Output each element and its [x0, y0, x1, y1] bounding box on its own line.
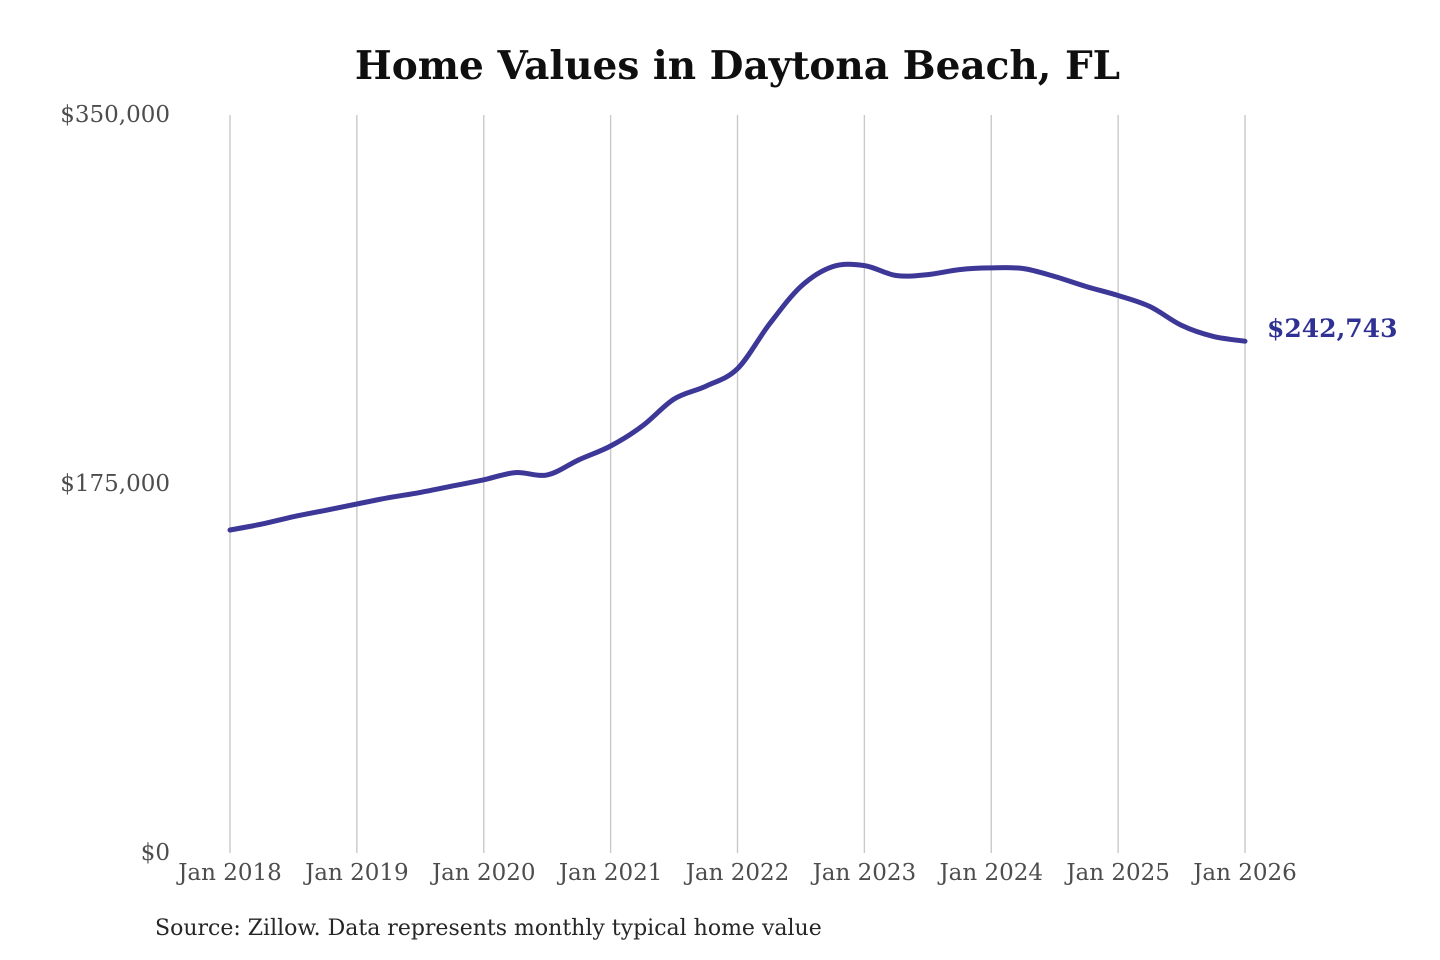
home-value-line — [227, 261, 1248, 533]
source-note: Source: Zillow. Data represents monthly … — [155, 916, 822, 941]
chart-title: Home Values in Daytona Beach, FL — [354, 43, 1121, 89]
x-tick-label: Jan 2023 — [812, 860, 917, 886]
x-tick-label: Jan 2020 — [431, 860, 536, 886]
y-tick-label: $175,000 — [60, 471, 170, 497]
x-tick-label: Jan 2025 — [1066, 860, 1170, 886]
latest-value-label: $242,743 — [1267, 314, 1398, 344]
y-tick-label: $0 — [140, 840, 170, 866]
x-tick-label: Jan 2024 — [939, 860, 1044, 886]
x-tick-label: Jan 2018 — [178, 860, 282, 886]
y-tick-label: $350,000 — [60, 102, 170, 128]
x-tick-label: Jan 2019 — [305, 860, 409, 886]
x-tick-label: Jan 2021 — [558, 860, 663, 886]
x-tick-label: Jan 2026 — [1193, 860, 1297, 886]
x-tick-label: Jan 2022 — [685, 860, 790, 886]
